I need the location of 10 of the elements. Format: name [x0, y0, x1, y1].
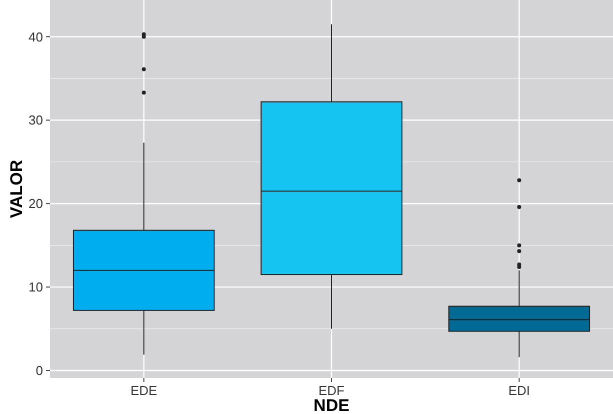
x-tick-label: EDF: [318, 383, 345, 398]
x-tick-label: EDI: [508, 383, 530, 398]
x-tick-label: EDE: [130, 383, 158, 398]
x-axis-title: NDE: [314, 396, 350, 414]
y-axis-title: VALOR: [7, 160, 26, 218]
y-tick-label: 10: [28, 280, 43, 295]
y-tick-label: 30: [28, 112, 43, 128]
y-tick-label: 0: [36, 363, 43, 378]
y-tick-label: 20: [28, 196, 43, 212]
y-tick-label: 40: [28, 29, 43, 44]
